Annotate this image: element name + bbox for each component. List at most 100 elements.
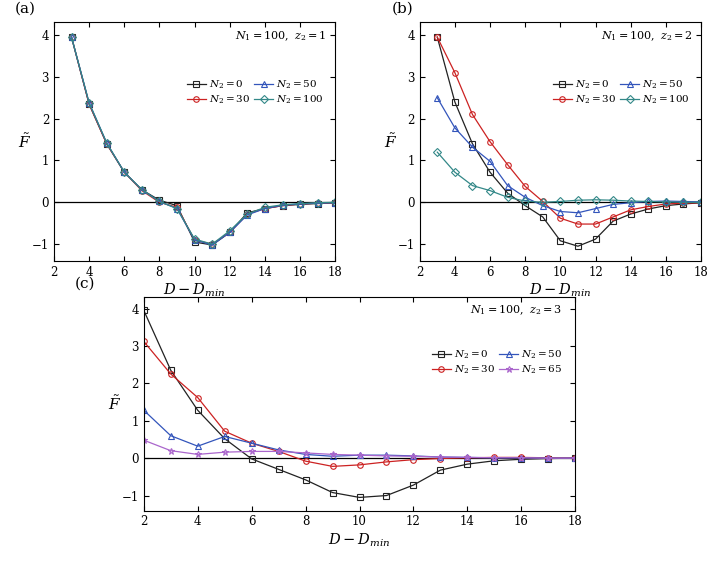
$N_2 = 30$	[517, 454, 526, 461]
$N_2 = 30$	[490, 454, 499, 461]
$N_2 = 50$	[331, 199, 339, 206]
Text: $N_1 = 100,\ z_2 = 2$: $N_1 = 100,\ z_2 = 2$	[601, 30, 692, 43]
$N_2 = 65$	[544, 455, 552, 462]
$N_2 = 0$	[468, 140, 477, 147]
$N_2 = 50$	[260, 205, 269, 212]
$N_2 = 0$	[503, 190, 512, 196]
$N_2 = 30$	[296, 201, 304, 208]
Y-axis label: $\tilde{F}$: $\tilde{F}$	[108, 394, 122, 413]
$N_2 = 100$	[486, 187, 495, 194]
$N_2 = 30$	[661, 201, 670, 208]
Line: $N_2 = 30$: $N_2 = 30$	[434, 34, 704, 227]
$N_2 = 0$	[301, 476, 310, 483]
$N_2 = 65$	[301, 449, 310, 456]
$N_2 = 30$	[328, 463, 336, 470]
$N_2 = 30$	[247, 440, 256, 447]
$N_2 = 100$	[296, 200, 304, 207]
$N_2 = 30$	[451, 69, 459, 76]
$N_2 = 30$	[220, 428, 229, 435]
$N_2 = 0$	[544, 455, 552, 462]
$N_2 = 100$	[521, 197, 529, 204]
$N_2 = 50$	[67, 34, 75, 40]
$N_2 = 0$	[591, 236, 600, 242]
$N_2 = 0$	[574, 243, 582, 250]
$N_2 = 65$	[436, 454, 444, 461]
$N_2 = 0$	[571, 455, 580, 462]
$N_2 = 30$	[275, 448, 283, 455]
$N_2 = 30$	[193, 394, 202, 401]
$N_2 = 65$	[247, 448, 256, 455]
$N_2 = 0$	[85, 100, 93, 107]
$N_2 = 30$	[383, 458, 391, 465]
$N_2 = 100$	[697, 199, 705, 206]
Line: $N_2 = 30$: $N_2 = 30$	[141, 339, 578, 469]
$N_2 = 0$	[173, 203, 181, 209]
$N_2 = 50$	[313, 200, 322, 206]
$N_2 = 65$	[275, 448, 283, 455]
$N_2 = 0$	[644, 206, 653, 213]
$N_2 = 50$	[220, 433, 229, 440]
$N_2 = 0$	[139, 307, 148, 314]
$N_2 = 100$	[260, 204, 269, 211]
$N_2 = 65$	[517, 454, 526, 461]
$N_2 = 50$	[243, 211, 252, 218]
$N_2 = 0$	[539, 214, 547, 220]
$N_2 = 30$	[208, 241, 216, 247]
$N_2 = 0$	[609, 218, 618, 224]
$N_2 = 30$	[436, 455, 444, 462]
$N_2 = 0$	[193, 407, 202, 413]
$N_2 = 30$	[301, 458, 310, 465]
$N_2 = 50$	[409, 453, 418, 459]
$N_2 = 50$	[544, 455, 552, 462]
$N_2 = 0$	[137, 186, 146, 193]
Line: $N_2 = 50$: $N_2 = 50$	[69, 34, 338, 248]
$N_2 = 0$	[521, 203, 529, 209]
$N_2 = 50$	[275, 447, 283, 453]
$N_2 = 0$	[463, 461, 472, 467]
$N_2 = 50$	[486, 158, 495, 165]
$N_2 = 0$	[120, 169, 129, 176]
$N_2 = 30$	[191, 237, 199, 243]
$N_2 = 50$	[591, 205, 600, 212]
$N_2 = 50$	[226, 229, 234, 236]
$N_2 = 100$	[661, 199, 670, 205]
Y-axis label: $\tilde{F}$: $\tilde{F}$	[384, 132, 398, 151]
$N_2 = 30$	[173, 204, 181, 211]
$N_2 = 65$	[139, 437, 148, 444]
$N_2 = 30$	[102, 140, 111, 147]
$N_2 = 100$	[85, 99, 93, 106]
$N_2 = 0$	[247, 456, 256, 462]
$N_2 = 50$	[278, 202, 287, 209]
$N_2 = 30$	[313, 200, 322, 206]
$N_2 = 0$	[517, 456, 526, 463]
Line: $N_2 = 50$: $N_2 = 50$	[141, 407, 578, 461]
$N_2 = 30$	[463, 454, 472, 461]
$N_2 = 100$	[120, 169, 129, 176]
$N_2 = 0$	[436, 467, 444, 473]
$N_2 = 0$	[296, 201, 304, 208]
$N_2 = 0$	[260, 205, 269, 212]
$N_2 = 0$	[433, 34, 441, 40]
$N_2 = 100$	[609, 197, 618, 204]
$N_2 = 50$	[571, 455, 580, 462]
$N_2 = 50$	[436, 454, 444, 461]
$N_2 = 50$	[137, 186, 146, 193]
$N_2 = 100$	[102, 140, 111, 146]
$N_2 = 50$	[539, 203, 547, 209]
$N_2 = 100$	[191, 236, 199, 242]
$N_2 = 0$	[67, 34, 75, 40]
$N_2 = 50$	[301, 451, 310, 458]
$N_2 = 100$	[155, 198, 164, 205]
$N_2 = 100$	[243, 210, 252, 217]
$N_2 = 50$	[328, 453, 336, 459]
Line: $N_2 = 100$: $N_2 = 100$	[69, 34, 338, 247]
$N_2 = 30$	[486, 139, 495, 145]
$N_2 = 30$	[139, 338, 148, 345]
$N_2 = 50$	[433, 94, 441, 101]
$N_2 = 30$	[226, 229, 234, 236]
$N_2 = 50$	[574, 209, 582, 216]
$N_2 = 0$	[697, 199, 705, 206]
$N_2 = 65$	[409, 453, 418, 459]
$N_2 = 50$	[193, 443, 202, 449]
$N_2 = 30$	[137, 187, 146, 194]
